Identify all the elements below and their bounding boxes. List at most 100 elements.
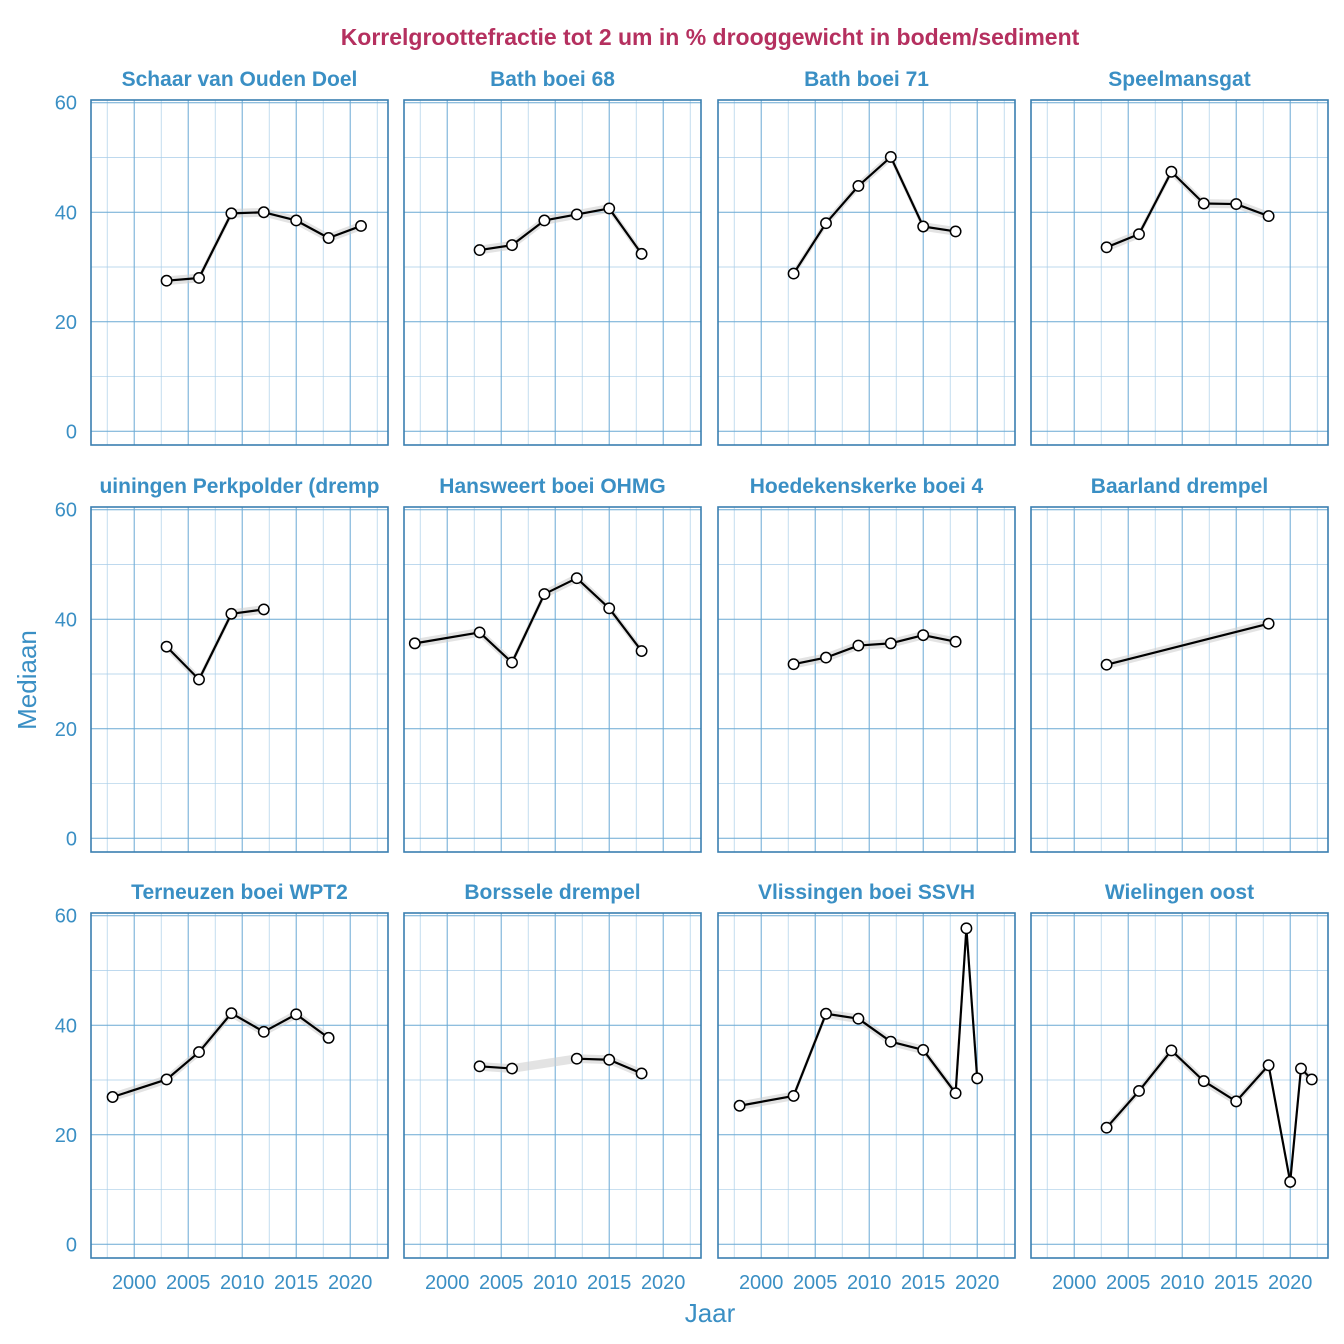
panel-title: uiningen Perkpolder (dremp	[99, 475, 379, 498]
series-line-segment	[511, 593, 546, 663]
series-line-segment	[198, 1012, 233, 1053]
data-point	[820, 651, 832, 664]
data-point	[635, 1067, 648, 1080]
data-point	[290, 214, 303, 227]
data-point	[570, 572, 583, 585]
data-point	[1262, 1059, 1275, 1072]
series-line-segment	[198, 613, 233, 680]
panel-border	[1030, 912, 1329, 1259]
data-point	[225, 607, 238, 620]
series-line-segment	[1267, 1065, 1292, 1183]
data-point	[160, 640, 173, 653]
panel-bath-boei-71: Bath boei 71	[717, 68, 1016, 446]
x-tick-label: 2015	[901, 1272, 946, 1294]
data-point	[1305, 1073, 1318, 1086]
series-line-segment	[1138, 171, 1173, 235]
series-line-segment	[792, 222, 827, 275]
data-point	[1262, 210, 1275, 223]
data-point	[603, 602, 616, 615]
series-line-segment	[230, 1012, 265, 1033]
data-point	[820, 1007, 832, 1020]
confidence-ribbon	[479, 204, 642, 259]
series-line-segment	[857, 1017, 892, 1043]
x-tick-label: 2015	[1214, 1272, 1259, 1294]
panel-border	[717, 912, 1016, 1259]
data-point	[570, 208, 583, 221]
panel-title: Wielingen oost	[1105, 881, 1254, 904]
panel-title: Borssele drempel	[464, 881, 640, 904]
series-line-segment	[954, 928, 968, 1094]
data-point	[1284, 1175, 1297, 1188]
data-point	[1262, 617, 1275, 630]
panel-title: Bath boei 71	[804, 68, 929, 91]
series-line-segment	[825, 185, 860, 224]
x-tick-label: 2005	[793, 1272, 838, 1294]
data-point	[193, 673, 205, 686]
panel-border	[717, 506, 1016, 853]
data-point	[949, 1087, 962, 1100]
data-point	[1100, 658, 1113, 671]
x-tick-label: 2015	[587, 1272, 632, 1294]
panel-border	[403, 912, 702, 1259]
data-point	[852, 180, 865, 192]
data-point	[257, 206, 270, 219]
series-line-segment	[165, 645, 200, 681]
y-tick-label: 20	[55, 719, 77, 741]
series-line-segment	[295, 1013, 330, 1039]
y-tick-label: 60	[55, 93, 77, 115]
data-point	[971, 1072, 984, 1085]
confidence-ribbon	[166, 207, 361, 286]
data-point	[787, 267, 800, 280]
data-point	[106, 1091, 119, 1103]
x-tick-label: 2015	[274, 1272, 319, 1294]
data-point	[355, 220, 367, 232]
data-point	[538, 214, 551, 227]
data-point	[473, 244, 486, 256]
data-point	[225, 207, 238, 220]
data-point	[1133, 228, 1145, 241]
panel-title: Schaar van Ouden Doel	[122, 68, 358, 91]
x-tick-label: 2005	[166, 1272, 211, 1294]
panel-border	[403, 506, 702, 853]
panel-title: Vlissingen boei SSVH	[758, 881, 975, 904]
x-tick-label: 2000	[1052, 1272, 1097, 1294]
panel-border	[1030, 99, 1329, 446]
series-line-segment	[857, 156, 892, 187]
series-line-segment	[478, 631, 513, 664]
x-tick-label: 2005	[479, 1272, 524, 1294]
data-point	[160, 1073, 173, 1086]
series-line-segment	[543, 577, 578, 596]
panel-border	[1030, 506, 1329, 853]
x-tick-label: 2020	[1268, 1272, 1313, 1294]
panel-speelmansgat: Speelmansgat	[1030, 68, 1329, 446]
panel-bath-boei-68: Bath boei 68	[403, 68, 702, 446]
series-line-segment	[1105, 1090, 1140, 1129]
confidence-ribbon	[479, 1054, 642, 1078]
y-tick-label: 40	[55, 1015, 77, 1037]
x-tick-label: 2005	[1106, 1272, 1151, 1294]
x-axis-label: Jaar	[685, 1298, 736, 1328]
y-tick-label: 0	[66, 421, 77, 443]
panel-title: Hoedekenskerke boei 4	[750, 475, 984, 498]
series-line-segment	[511, 219, 546, 246]
data-point	[635, 645, 648, 657]
data-point	[538, 588, 551, 601]
data-point	[408, 637, 421, 650]
data-point	[570, 1052, 583, 1065]
data-point	[884, 151, 897, 163]
data-point	[322, 1031, 335, 1044]
data-point	[257, 1025, 270, 1038]
panel-wielingen-oost: Wielingen oost 2000 2005 2010 2015 2020	[1030, 881, 1329, 1294]
series-line-segment	[1235, 1064, 1270, 1103]
data-point	[852, 1012, 865, 1025]
series-line-segment	[1138, 1049, 1173, 1092]
y-tick-label: 60	[55, 906, 77, 928]
data-point	[917, 220, 930, 233]
series-line-segment	[414, 631, 480, 645]
data-point	[473, 626, 486, 639]
panel-hoedekenskerke-boei-4: Hoedekenskerke boei 4	[717, 475, 1016, 853]
data-point	[1197, 197, 1210, 210]
data-point	[603, 1053, 616, 1066]
data-point	[852, 639, 865, 652]
series-line-segment	[922, 1049, 957, 1094]
